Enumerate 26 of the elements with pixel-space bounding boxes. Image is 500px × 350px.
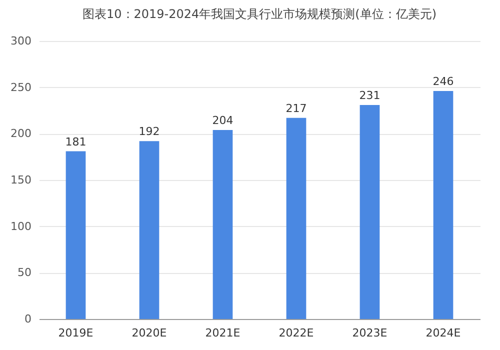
y-tick-label: 250 <box>10 80 32 94</box>
bar <box>212 130 233 319</box>
bar <box>360 104 380 319</box>
chart-title: 图表10：2019-2024年我国文具行业市场规模预测(单位：亿美元) <box>82 7 437 21</box>
y-tick-label: 0 <box>24 312 32 326</box>
x-tick-label: 2019E <box>58 326 94 340</box>
x-tick-label: 2022E <box>278 326 314 340</box>
y-tick-label: 300 <box>10 34 32 48</box>
x-tick-label: 2024E <box>426 326 461 340</box>
bar <box>286 118 306 319</box>
bar <box>139 141 160 319</box>
x-tick-label: 2023E <box>352 326 388 340</box>
y-tick-label: 100 <box>10 220 32 233</box>
data-label: 217 <box>286 102 307 115</box>
bar <box>433 91 454 319</box>
data-label: 204 <box>212 114 234 127</box>
data-label: 181 <box>65 135 86 148</box>
bar <box>66 151 86 319</box>
data-label: 246 <box>432 75 454 88</box>
x-tick-label: 2020E <box>132 326 167 340</box>
y-tick-label: 150 <box>10 174 32 186</box>
data-label: 192 <box>138 125 160 138</box>
data-label: 231 <box>359 88 380 102</box>
y-tick-label: 50 <box>18 266 32 280</box>
x-tick-label: 2021E <box>205 326 240 340</box>
y-tick-label: 200 <box>10 127 32 140</box>
